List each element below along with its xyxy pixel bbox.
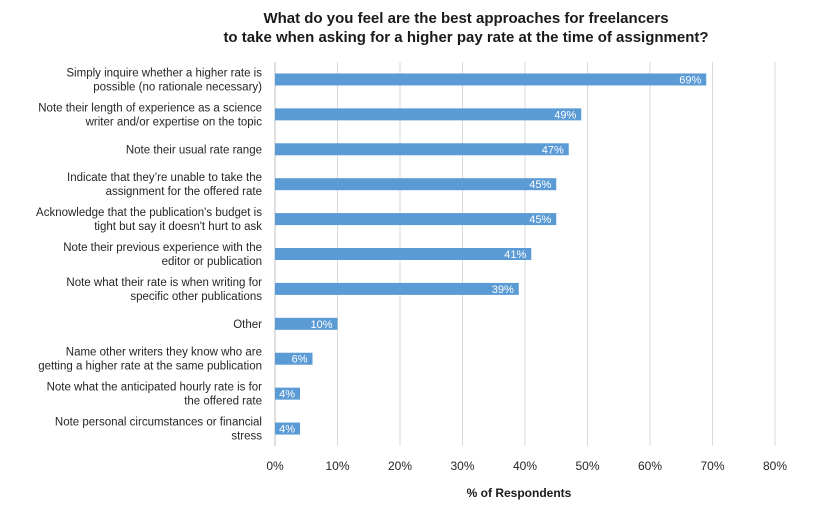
category-label-line: Simply inquire whether a higher rate is <box>66 67 262 79</box>
category-label-line: specific other publications <box>130 291 262 303</box>
x-tick-label: 50% <box>575 459 599 473</box>
category-label-line: Name other writers they know who are <box>66 347 262 359</box>
category-label: Acknowledge that the publication's budge… <box>36 207 262 233</box>
category-label-line: stress <box>231 431 262 443</box>
category-labels: Simply inquire whether a higher rate is p… <box>36 67 262 442</box>
bar <box>275 387 300 400</box>
data-label: 49% <box>554 109 576 121</box>
x-tick-label: 40% <box>513 459 537 473</box>
category-label-line: possible (no rationale necessary) <box>93 81 262 93</box>
category-label-line: editor or publication <box>162 256 262 268</box>
category-label: Note their usual rate range <box>126 144 262 156</box>
category-label-line: Note their length of experience as a sci… <box>38 102 262 114</box>
bar <box>275 143 569 156</box>
data-label: 4% <box>279 389 295 401</box>
category-label: Note what their rate is when writing for… <box>66 277 262 303</box>
category-label: Name other writers they know who are gett… <box>38 347 262 373</box>
category-label-line: Other <box>233 319 262 331</box>
chart-title: What do you feel are the best approaches… <box>223 10 708 46</box>
chart-title-line: What do you feel are the best approaches… <box>263 10 668 27</box>
x-tick-label: 60% <box>638 459 662 473</box>
bars: 69% 49% 47% 45% 45% 41% 39% 10% 6% 4% 4% <box>275 73 707 436</box>
bar <box>275 317 338 330</box>
bar <box>275 178 557 191</box>
bar <box>275 422 300 435</box>
data-label: 45% <box>529 179 551 191</box>
x-tick-label: 20% <box>388 459 412 473</box>
data-label: 10% <box>310 319 332 331</box>
x-tick-label: 10% <box>325 459 349 473</box>
x-tick-label: 70% <box>700 459 724 473</box>
category-label-line: Note personal circumstances or financial <box>55 417 262 429</box>
bar <box>275 248 532 260</box>
category-label-line: the offered rate <box>184 396 262 408</box>
category-label-line: tight but say it doesn't hurt to ask <box>94 221 262 233</box>
category-label-line: Note what their rate is when writing for <box>66 277 262 289</box>
bar <box>275 352 313 365</box>
data-label: 4% <box>279 424 295 436</box>
category-label-line: Note what the anticipated hourly rate is… <box>47 382 263 394</box>
category-label: Note their previous experience with the e… <box>63 242 262 268</box>
data-label: 45% <box>529 214 551 226</box>
chart-title-line: to take when asking for a higher pay rat… <box>223 29 708 46</box>
bar <box>275 282 519 295</box>
category-label-line: Indicate that they’re unable to take the <box>67 172 262 184</box>
data-label: 47% <box>542 144 564 156</box>
bar <box>275 73 707 86</box>
bar <box>275 108 582 121</box>
category-label-line: getting a higher rate at the same public… <box>38 361 262 373</box>
category-label: Other <box>233 319 262 331</box>
data-label: 69% <box>679 74 701 86</box>
x-axis-label: % of Respondents <box>467 486 572 500</box>
category-label-line: assignment for the offered rate <box>106 186 262 198</box>
x-tick-label: 0% <box>266 459 284 473</box>
category-label: Simply inquire whether a higher rate is p… <box>66 67 262 93</box>
category-label-line: writer and/or expertise on the topic <box>85 116 263 128</box>
bar <box>275 213 557 226</box>
category-label-line: Note their previous experience with the <box>63 242 262 254</box>
category-label: Note personal circumstances or financial… <box>55 417 262 443</box>
x-axis-ticks: 0% 10% 20% 30% 40% 50% 60% 70% 80% <box>266 459 787 473</box>
category-label: Indicate that they’re unable to take the… <box>67 172 262 198</box>
data-label: 6% <box>292 354 308 366</box>
category-label-line: Acknowledge that the publication's budge… <box>36 207 262 219</box>
data-label: 39% <box>492 284 514 296</box>
x-tick-label: 80% <box>763 459 787 473</box>
category-label: Note their length of experience as a sci… <box>38 102 262 128</box>
category-label-line: Note their usual rate range <box>126 144 262 156</box>
category-label: Note what the anticipated hourly rate is… <box>47 382 263 408</box>
data-label: 41% <box>504 249 526 261</box>
x-tick-label: 30% <box>450 459 474 473</box>
